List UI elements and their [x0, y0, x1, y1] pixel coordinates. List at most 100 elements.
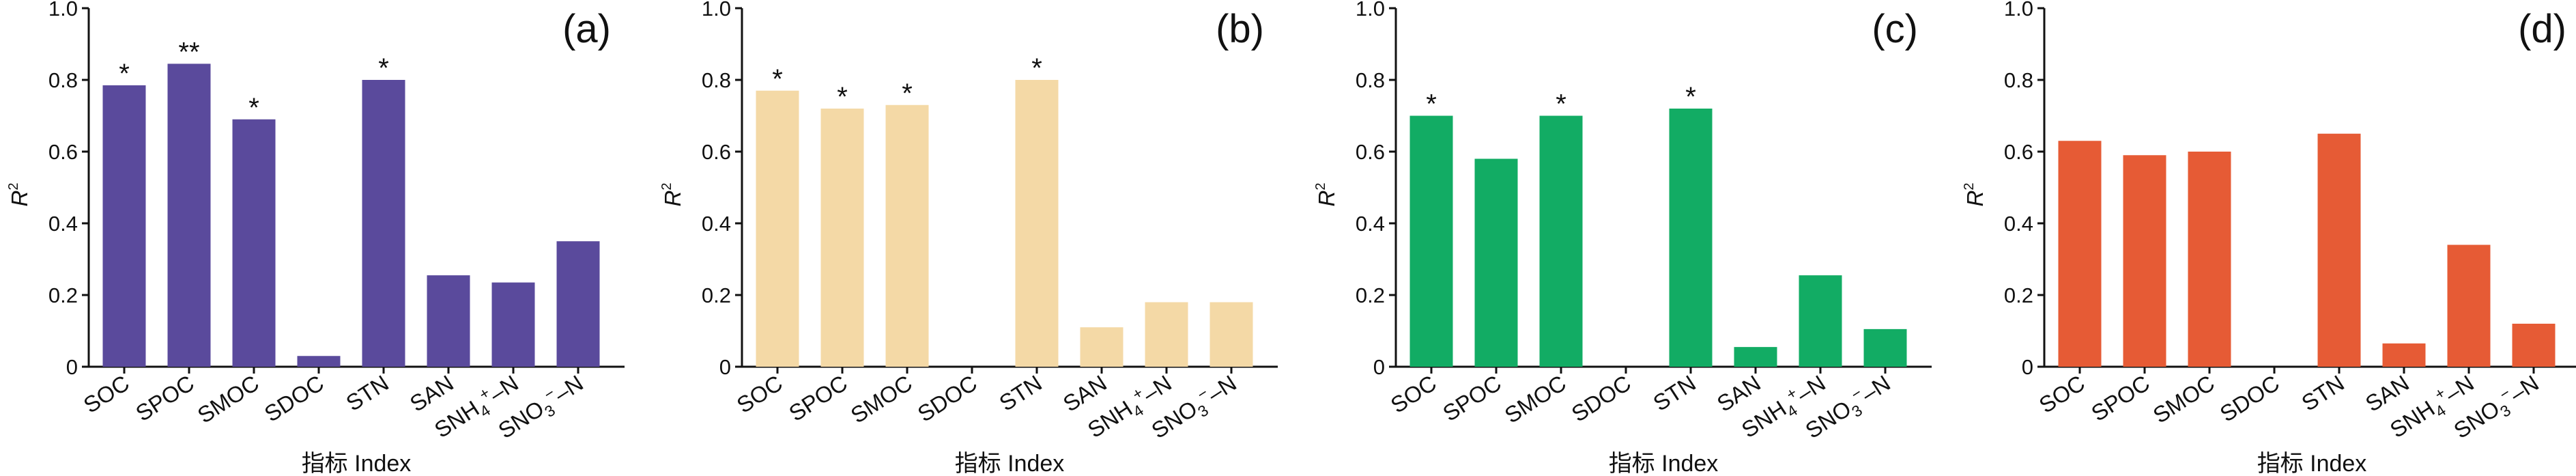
category-label: SMOC: [193, 370, 263, 428]
bar-snh4-n: [1799, 275, 1842, 367]
category-label: SPOC: [1438, 370, 1506, 426]
bar-sno3-n: [556, 241, 600, 367]
y-tick-label: 0.6: [48, 140, 78, 164]
y-tick-label: 0.8: [1356, 68, 1385, 92]
x-axis-title: 指标 Index: [302, 451, 412, 476]
significance-mark: *: [902, 79, 913, 109]
y-tick-label: 1.0: [2004, 0, 2033, 20]
bar-soc: [102, 85, 146, 367]
y-tick-label: 0.4: [48, 212, 78, 236]
bar-spoc: [167, 64, 211, 367]
y-tick-label: 0.6: [1356, 140, 1385, 164]
bar-stn: [1669, 109, 1713, 367]
y-tick-label: 0: [2022, 355, 2033, 379]
bar-stn: [2317, 133, 2361, 367]
bar-san: [2382, 343, 2426, 367]
bar-sdoc: [297, 356, 341, 367]
significance-mark: **: [178, 37, 199, 67]
y-tick-label: 0.2: [48, 283, 78, 307]
bar-spoc: [1474, 158, 1518, 367]
y-tick-label: 0.8: [702, 68, 731, 92]
bar-snh4-n: [2447, 244, 2491, 367]
bar-san: [427, 275, 470, 367]
category-label: SOC: [1386, 370, 1441, 418]
category-label: STN: [1648, 370, 1700, 416]
bar-smoc: [1539, 115, 1583, 367]
bar-soc: [2058, 141, 2102, 367]
significance-mark: *: [1426, 89, 1437, 120]
x-axis-title: 指标 Index: [955, 451, 1065, 476]
y-tick-label: 1.0: [1356, 0, 1385, 20]
category-label: SOC: [732, 370, 787, 418]
significance-mark: *: [1031, 53, 1042, 83]
significance-mark: *: [1685, 82, 1696, 112]
category-label: SDOC: [260, 370, 328, 427]
category-label: SOC: [79, 370, 134, 418]
y-tick-label: 1.0: [702, 0, 731, 20]
bar-spoc: [820, 109, 864, 367]
category-label: STN: [2297, 370, 2349, 416]
bar-sno3-n: [1863, 328, 1907, 367]
y-axis-title: R2: [1962, 183, 1988, 207]
x-axis-title: 指标 Index: [2257, 451, 2367, 476]
x-axis-title: 指标 Index: [1609, 451, 1719, 476]
panel-label: (b): [1216, 7, 1264, 51]
bar-snh4-n: [491, 282, 535, 367]
category-label: STN: [994, 370, 1046, 416]
y-tick-label: 0.2: [1356, 283, 1385, 307]
category-label: STN: [341, 370, 393, 416]
significance-mark: *: [248, 93, 259, 123]
y-tick-label: 0.4: [702, 212, 731, 236]
y-tick-label: 0.2: [702, 283, 731, 307]
category-label: SPOC: [784, 370, 852, 426]
y-tick-label: 0.8: [2004, 68, 2033, 92]
bar-spoc: [2123, 155, 2166, 367]
bar-soc: [756, 90, 799, 367]
category-label: SOC: [2035, 370, 2089, 418]
bar-stn: [362, 80, 405, 367]
y-tick-label: 0.8: [48, 68, 78, 92]
significance-mark: *: [378, 53, 389, 83]
bar-sno3-n: [2512, 324, 2556, 367]
bar-san: [1734, 347, 1777, 367]
bar-smoc: [2188, 152, 2231, 367]
category-label: SDOC: [1567, 370, 1635, 427]
category-label: SDOC: [913, 370, 982, 427]
panel-label: (a): [562, 7, 611, 51]
y-tick-label: 0.2: [2004, 283, 2033, 307]
y-tick-label: 0.4: [1356, 212, 1385, 236]
category-label: SMOC: [846, 370, 917, 428]
significance-mark: *: [837, 82, 848, 112]
bar-smoc: [885, 104, 929, 367]
y-tick-label: 0: [66, 355, 78, 379]
bar-stn: [1015, 80, 1059, 367]
category-label: SDOC: [2216, 370, 2284, 427]
y-tick-label: 0: [1373, 355, 1385, 379]
y-axis-title: R2: [659, 183, 685, 207]
category-label: SMOC: [2149, 370, 2219, 428]
significance-mark: *: [1556, 89, 1566, 120]
y-tick-label: 1.0: [48, 0, 78, 20]
bar-sno3-n: [1210, 302, 1253, 367]
category-label: SMOC: [1500, 370, 1571, 428]
y-tick-label: 0.4: [2004, 212, 2033, 236]
y-tick-label: 0: [719, 355, 731, 379]
category-label: SPOC: [131, 370, 199, 426]
y-tick-label: 0.6: [702, 140, 731, 164]
y-axis-title: R2: [6, 183, 32, 207]
significance-mark: *: [772, 64, 783, 94]
bar-smoc: [232, 119, 276, 367]
bar-snh4-n: [1145, 302, 1188, 367]
y-axis-title: R2: [1313, 183, 1339, 207]
significance-mark: *: [119, 59, 130, 89]
category-label: SPOC: [2087, 370, 2154, 426]
panel-label: (c): [1872, 7, 1918, 51]
panel-label: (d): [2518, 7, 2566, 51]
y-tick-label: 0.6: [2004, 140, 2033, 164]
bar-soc: [1409, 115, 1453, 367]
